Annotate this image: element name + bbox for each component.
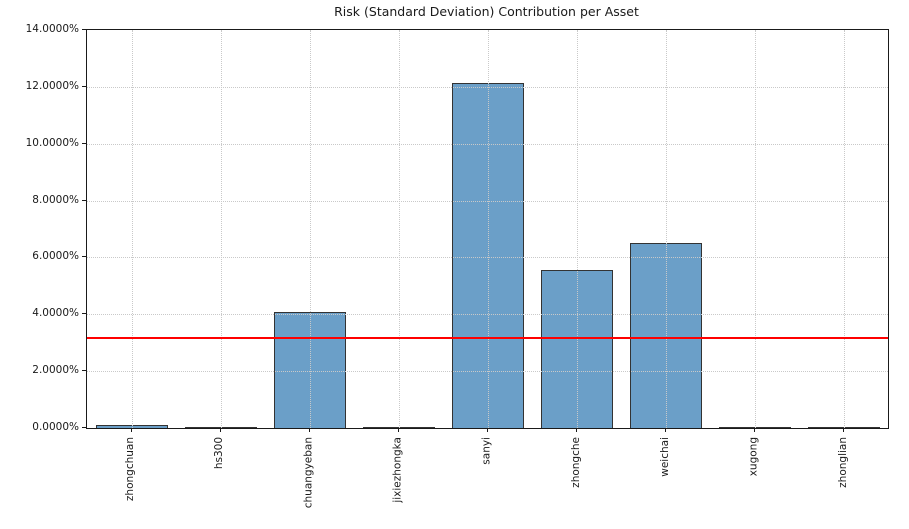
x-tick-mark (753, 428, 755, 432)
y-tick-label: 4.0000% (32, 307, 79, 320)
y-tick-mark (82, 370, 86, 372)
x-tick-label-text: hs300 (213, 437, 226, 470)
x-tick-mark (397, 428, 399, 432)
x-tick-label-text: jixiezhongka (391, 437, 404, 503)
v-gridline (754, 30, 756, 428)
x-tick-mark (575, 428, 577, 432)
x-tick-mark (219, 428, 221, 432)
y-tick-label: 12.0000% (25, 79, 79, 92)
x-tick-mark (130, 428, 132, 432)
v-gridline (487, 30, 489, 428)
y-tick-mark (82, 85, 86, 87)
y-tick-label: 6.0000% (32, 250, 79, 263)
v-gridline (220, 30, 222, 428)
v-gridline (665, 30, 667, 428)
x-tick-label-text: zhongche (569, 437, 582, 488)
y-tick-label: 14.0000% (25, 23, 79, 35)
v-gridline (309, 30, 311, 428)
x-tick-label-text: chuangyeban (302, 437, 315, 509)
x-tick-mark (486, 428, 488, 432)
x-tick-mark (308, 428, 310, 432)
y-tick-mark (82, 427, 86, 428)
v-gridline (843, 30, 845, 428)
x-tick-mark (664, 428, 666, 432)
x-tick-label-text: zhonglian (836, 437, 849, 488)
reference-line (87, 337, 888, 340)
y-tick-label: 8.0000% (32, 193, 79, 206)
x-tick-label-text: zhongchuan (124, 437, 137, 502)
v-gridline (398, 30, 400, 428)
y-tick-mark (82, 29, 86, 30)
v-gridline (576, 30, 578, 428)
y-tick-label: 0.0000% (32, 421, 79, 433)
x-tick-mark (842, 428, 844, 432)
y-tick-mark (82, 256, 86, 258)
plot-area (86, 29, 889, 429)
y-tick-label: 2.0000% (32, 364, 79, 377)
y-tick-mark (82, 199, 86, 201)
v-gridline (131, 30, 133, 428)
chart-title: Risk (Standard Deviation) Contribution p… (334, 4, 639, 19)
y-tick-label: 10.0000% (25, 136, 79, 149)
y-tick-mark (82, 142, 86, 144)
y-tick-mark (82, 313, 86, 315)
x-tick-label-text: sanyi (480, 437, 493, 465)
x-tick-label-text: xugong (747, 437, 760, 477)
x-tick-label-text: weichai (658, 437, 671, 477)
